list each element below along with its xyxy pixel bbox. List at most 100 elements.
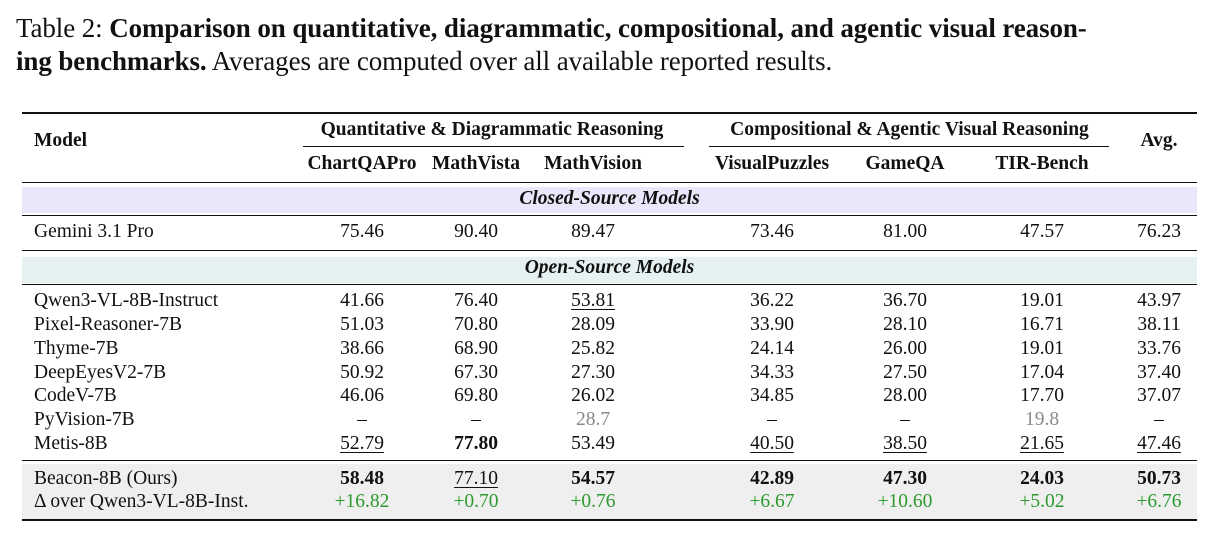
open-row-label: Qwen3-VL-8B-Instruct [34, 290, 219, 311]
closed-end-rule [22, 250, 1197, 251]
closed-row-value: 81.00 [883, 221, 927, 242]
open-row-value: 19.01 [1020, 338, 1064, 359]
closed-source-band [22, 187, 1197, 213]
top-rule [22, 112, 1197, 114]
open-row-value: 21.65 [1020, 433, 1064, 454]
open-row-value: 47.46 [1137, 433, 1181, 454]
open-row-value: 28.7 [575, 409, 611, 430]
open-row-value: 34.85 [750, 385, 794, 406]
open-row-value: 53.81 [571, 290, 615, 311]
open-row-value: 38.66 [340, 338, 384, 359]
section-closed-source: Closed-Source Models [519, 188, 700, 209]
open-row-value: 19.01 [1020, 290, 1064, 311]
open-row-value: 76.40 [454, 290, 498, 311]
open-row-value: 77.80 [454, 433, 498, 454]
open-row-value: 46.06 [340, 385, 384, 406]
open-source-band [22, 257, 1197, 283]
caption-label: Table 2: [16, 13, 103, 43]
caption-rest: Averages are computed over all available… [211, 46, 833, 76]
delta-row-value: +6.76 [1136, 491, 1182, 512]
delta-row-value: +0.76 [570, 491, 616, 512]
open-row-value: 38.11 [1137, 314, 1181, 335]
open-row-value: 41.66 [340, 290, 384, 311]
open-row-label: CodeV-7B [34, 385, 117, 406]
open-row-value: – [471, 409, 481, 430]
open-row-value: 33.90 [750, 314, 794, 335]
column-header: MathVista [431, 153, 521, 174]
ours-row-value: 24.03 [1020, 468, 1064, 489]
open-row-value: 51.03 [340, 314, 384, 335]
ours-row-value: 50.73 [1137, 468, 1181, 489]
open-row-value: 53.49 [571, 433, 615, 454]
column-header: GameQA [865, 153, 945, 174]
open-row-value: 68.90 [454, 338, 498, 359]
delta-row-value: +10.60 [877, 491, 933, 512]
ours-row-value: 47.30 [883, 468, 927, 489]
column-header: MathVision [544, 153, 642, 174]
open-row-value: 27.50 [883, 362, 927, 383]
open-row-value: 25.82 [571, 338, 615, 359]
open-row-label: Pixel-Reasoner-7B [34, 314, 182, 335]
open-row-value: 70.80 [454, 314, 498, 335]
header-model: Model [34, 130, 88, 151]
closed-row-label: Gemini 3.1 Pro [34, 221, 154, 242]
open-row-value: 19.8 [1024, 409, 1060, 430]
open-row-value: 40.50 [750, 433, 794, 454]
open-row-value: – [767, 409, 777, 430]
ours-row-value: 42.89 [750, 468, 794, 489]
header-rule [22, 182, 1197, 183]
open-row-value: 69.80 [454, 385, 498, 406]
closed-row-value: 76.23 [1137, 221, 1181, 242]
open-row-value: 28.10 [883, 314, 927, 335]
delta-row-value: +6.67 [749, 491, 795, 512]
open-row-value: 36.22 [750, 290, 794, 311]
ours-band [22, 464, 1197, 520]
open-row-value: 37.07 [1137, 385, 1181, 406]
open-row-value: 50.92 [340, 362, 384, 383]
ours-row-value: 77.10 [454, 468, 498, 489]
open-row-value: 38.50 [883, 433, 927, 454]
bottom-rule [22, 519, 1197, 521]
delta-row-value: +16.82 [334, 491, 390, 512]
open-row-value: – [1154, 409, 1164, 430]
delta-row-label: Δ over Qwen3-VL-8B-Inst. [34, 491, 249, 512]
column-header: ChartQAPro [307, 153, 417, 174]
open-row-value: 37.40 [1137, 362, 1181, 383]
section-open-source: Open-Source Models [524, 257, 695, 278]
header-avg: Avg. [1140, 130, 1178, 151]
closed-rule [22, 215, 1197, 216]
open-row-value: 52.79 [340, 433, 384, 454]
open-row-value: 24.14 [750, 338, 794, 359]
caption-title: Comparison on quantitative, diagrammatic… [109, 13, 1087, 43]
open-row-label: Metis-8B [34, 433, 108, 454]
ours-rule [22, 460, 1197, 461]
open-row-value: 17.04 [1020, 362, 1064, 383]
open-row-value: 67.30 [454, 362, 498, 383]
table-caption: Table 2: Comparison on quantitative, dia… [16, 12, 1206, 78]
results-table: Model Quantitative & Diagrammatic Reason… [22, 112, 1197, 522]
header-group-compositional: Compositional & Agentic Visual Reasoning [730, 119, 1089, 140]
closed-row-value: 47.57 [1020, 221, 1064, 242]
open-row-value: – [900, 409, 910, 430]
open-row-label: PyVision-7B [34, 409, 135, 430]
ours-row-value: 54.57 [571, 468, 615, 489]
closed-row-value: 75.46 [340, 221, 384, 242]
open-row-value: – [357, 409, 367, 430]
open-row-value: 26.00 [883, 338, 927, 359]
group1-rule [303, 146, 684, 147]
open-row-value: 28.09 [571, 314, 615, 335]
delta-row-value: +0.70 [453, 491, 499, 512]
open-row-label: DeepEyesV2-7B [34, 362, 167, 383]
open-row-value: 36.70 [883, 290, 927, 311]
open-row-value: 33.76 [1137, 338, 1181, 359]
column-header: VisualPuzzles [714, 153, 830, 174]
open-rule [22, 284, 1197, 285]
open-row-value: 17.70 [1020, 385, 1064, 406]
open-row-value: 27.30 [571, 362, 615, 383]
ours-row-value: 58.48 [340, 468, 384, 489]
open-row-value: 28.00 [883, 385, 927, 406]
header-group-quantitative: Quantitative & Diagrammatic Reasoning [320, 119, 664, 140]
column-header: TIR-Bench [995, 153, 1089, 174]
open-row-label: Thyme-7B [34, 338, 119, 359]
group2-rule [709, 146, 1109, 147]
